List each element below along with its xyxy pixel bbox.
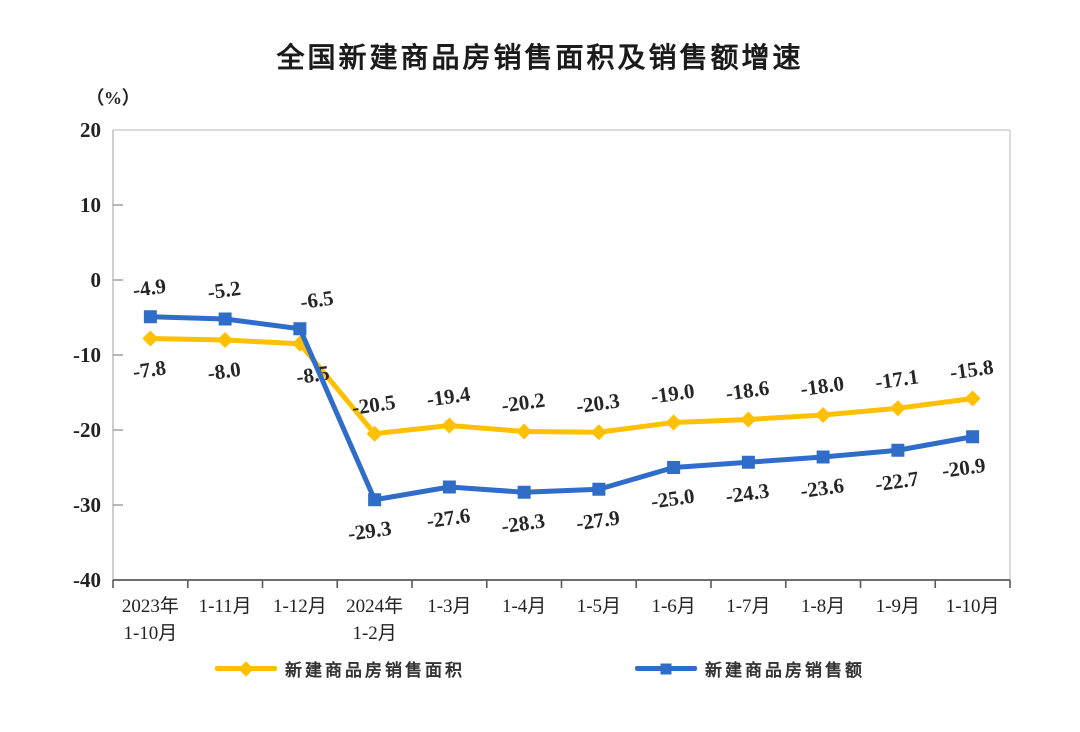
x-category-label: 1-9月 [876, 596, 920, 617]
x-category-label: 1-11月 [199, 596, 252, 617]
series-line-diamond [147, 336, 976, 437]
y-tick-label: 20 [80, 118, 101, 142]
data-label: -25.0 [649, 484, 696, 514]
legend-item-sales-value: 新建商品房销售额 [635, 656, 865, 681]
marker-square-icon [293, 322, 307, 336]
x-category-label: 1-4月 [502, 596, 546, 617]
marker-diamond-icon [366, 425, 383, 442]
data-label: -29.3 [346, 516, 393, 546]
marker-square-icon [368, 493, 382, 507]
y-tick-label: 0 [91, 268, 102, 292]
chart-legend: 新建商品房销售面积 新建商品房销售额 [0, 656, 1080, 681]
marker-square-icon [592, 482, 606, 496]
data-label: -20.9 [940, 453, 987, 483]
data-label: -19.0 [649, 379, 696, 409]
x-category-label: 2023年 [122, 595, 179, 617]
marker-diamond-icon [665, 414, 682, 431]
data-label: -8.0 [206, 357, 242, 385]
legend-label-sales-area: 新建商品房销售面积 [285, 661, 465, 680]
marker-diamond-icon [740, 411, 757, 428]
x-category-label: 1-7月 [726, 596, 770, 617]
data-label: -6.5 [299, 286, 335, 314]
x-category-label: 1-12月 [273, 596, 327, 617]
series-line-square [147, 314, 976, 503]
data-label: -28.3 [500, 508, 547, 538]
data-label: -15.8 [948, 355, 995, 385]
marker-diamond-icon [217, 332, 234, 348]
marker-square-icon [517, 485, 531, 499]
legend-marker-line-diamond-icon [215, 660, 277, 677]
data-label: -24.3 [724, 478, 771, 508]
data-label: -18.6 [724, 376, 771, 406]
data-label: -7.8 [131, 355, 167, 383]
data-label: -22.7 [874, 466, 921, 496]
x-category-label: 1-6月 [651, 596, 695, 617]
legend-item-sales-area: 新建商品房销售面积 [215, 656, 465, 681]
marker-diamond-icon [441, 417, 458, 434]
marker-square-icon [891, 443, 905, 457]
chart-title: 全国新建商品房销售面积及销售额增速 [276, 43, 804, 74]
y-tick-label: -30 [73, 493, 101, 517]
data-label: -18.0 [799, 371, 846, 401]
data-label: -27.6 [425, 503, 472, 533]
data-label: -19.4 [425, 382, 472, 412]
data-label: -20.5 [350, 390, 397, 420]
y-tick-label: 10 [80, 193, 101, 217]
x-category-label: 2024年 [346, 595, 403, 617]
legend-marker-line-square-icon [635, 663, 697, 674]
marker-square-icon [442, 480, 456, 494]
marker-square-icon [667, 461, 681, 474]
data-label: -23.6 [799, 473, 846, 503]
data-label: -20.2 [500, 388, 547, 418]
data-label: -5.2 [206, 276, 242, 304]
marker-diamond-icon [516, 423, 533, 440]
marker-square-icon [218, 312, 232, 326]
marker-diamond-icon [590, 424, 607, 441]
y-tick-label: -10 [73, 343, 101, 367]
marker-diamond-icon [815, 407, 832, 423]
x-category-label: 1-3月 [427, 596, 471, 617]
y-axis-unit-label: （%） [86, 88, 140, 108]
data-label: -17.1 [874, 364, 921, 394]
y-tick-label: -40 [73, 568, 101, 592]
y-tick-label: -20 [73, 418, 101, 442]
legend-label-sales-value: 新建商品房销售额 [705, 661, 865, 680]
data-label: -4.9 [131, 274, 167, 302]
data-label: -20.3 [575, 388, 622, 418]
x-category-label: 1-10月 [946, 596, 1000, 617]
data-label: -27.9 [575, 505, 622, 535]
marker-square-icon [816, 450, 830, 464]
marker-diamond-icon [889, 400, 906, 417]
marker-diamond-icon [142, 330, 159, 347]
marker-square-icon [966, 430, 980, 444]
marker-square-icon [143, 310, 157, 324]
x-category-label: 1-10月 [123, 623, 177, 644]
marker-square-icon [741, 455, 755, 469]
x-category-label: 1-8月 [801, 596, 845, 617]
x-category-label: 1-2月 [352, 623, 396, 644]
x-category-label: 1-5月 [577, 596, 621, 617]
marker-diamond-icon [964, 390, 981, 407]
